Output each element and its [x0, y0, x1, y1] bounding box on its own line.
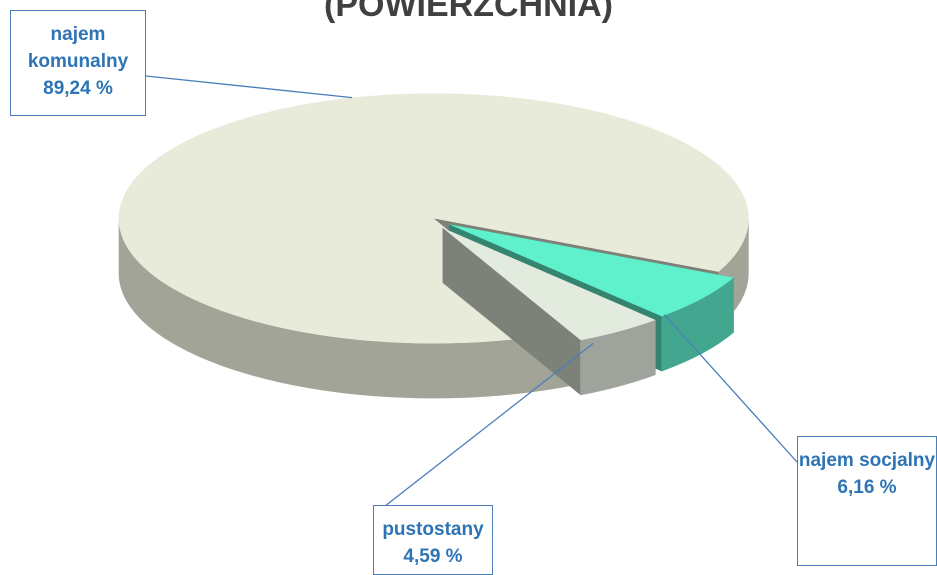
- data-label: najem socjalny 6,16 %: [797, 436, 937, 566]
- slice-top: [118, 93, 749, 344]
- slice: [442, 227, 656, 396]
- data-label: najem komunalny 89,24 %: [10, 10, 146, 116]
- label-name: najem komunalny: [27, 24, 129, 72]
- slice-side: [118, 218, 572, 399]
- slice-side-shade: [661, 277, 734, 372]
- label-value: 4,59 %: [403, 546, 463, 567]
- chart-title: (POWIERZCHNIA): [324, 0, 613, 24]
- leader-line: [145, 75, 353, 99]
- leader-line: [663, 314, 798, 463]
- data-label: pustostany 4,59 %: [373, 505, 493, 575]
- slice-side: [580, 320, 656, 396]
- slice-wall: [442, 227, 581, 396]
- label-value: 89,24 %: [43, 78, 113, 99]
- slice-top: [442, 227, 656, 341]
- slice-side: [661, 277, 734, 372]
- leader-line: [379, 342, 594, 511]
- label-name: pustostany: [382, 519, 484, 540]
- slice-top: [448, 224, 734, 317]
- slice-side-shade: [580, 320, 656, 396]
- label-value: 6,16 %: [837, 477, 897, 498]
- slice-side-shade: [118, 218, 572, 399]
- label-name: najem socjalny: [798, 450, 936, 471]
- slice-wall-shade: [442, 227, 581, 396]
